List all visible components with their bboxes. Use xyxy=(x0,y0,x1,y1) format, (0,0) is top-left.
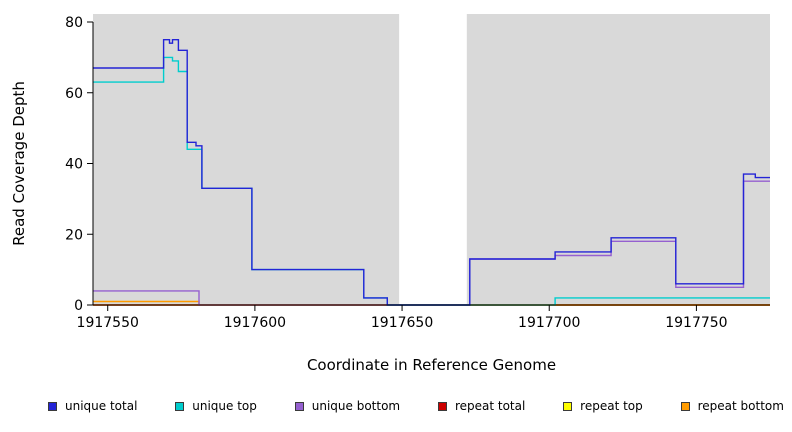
y-tick-label: 40 xyxy=(65,157,83,173)
legend-item-repeat-top: repeat top xyxy=(563,399,643,413)
legend-label: unique top xyxy=(192,399,257,413)
repeat-total-swatch-icon xyxy=(437,401,447,411)
legend-label: repeat bottom xyxy=(697,399,784,413)
shaded-region xyxy=(93,14,400,305)
unique-top-swatch-icon xyxy=(175,401,185,411)
legend-item-unique-total: unique total xyxy=(48,399,137,413)
shaded-region xyxy=(466,14,770,305)
y-tick-label: 20 xyxy=(65,227,83,243)
legend-label: repeat top xyxy=(580,399,643,413)
unique-bottom-swatch-icon xyxy=(294,401,304,411)
x-tick-label: 1917600 xyxy=(224,315,286,331)
y-tick-label: 60 xyxy=(65,86,83,102)
y-tick-label: 80 xyxy=(65,15,83,31)
y-axis-title: Read Coverage Depth xyxy=(10,81,28,246)
x-tick-label: 1917550 xyxy=(77,315,139,331)
repeat-top-swatch-icon xyxy=(563,401,573,411)
y-tick-label: 0 xyxy=(74,298,83,314)
x-tick-label: 1917650 xyxy=(371,315,433,331)
x-tick-label: 1917700 xyxy=(518,315,580,331)
legend-label: unique total xyxy=(65,399,138,413)
legend: unique total unique top unique bottom re… xyxy=(48,399,784,413)
repeat-bottom-swatch-icon xyxy=(680,401,690,411)
chart-svg: 1917550 1917600 1917650 1917700 1917750 0 20 40… xyxy=(10,14,770,331)
legend-item-unique-top: unique top xyxy=(175,399,257,413)
legend-label: repeat total xyxy=(454,399,526,413)
x-axis-title: Coordinate in Reference Genome xyxy=(306,356,557,374)
unique-total-swatch-icon xyxy=(48,401,57,411)
unique-total-line xyxy=(93,39,770,306)
legend-item-repeat-total: repeat total xyxy=(437,399,526,413)
x-tick-label: 1917750 xyxy=(665,315,727,331)
legend-label: unique bottom xyxy=(311,399,401,413)
legend-item-unique-bottom: unique bottom xyxy=(294,399,401,413)
legend-item-repeat-bottom: repeat bottom xyxy=(680,399,784,413)
